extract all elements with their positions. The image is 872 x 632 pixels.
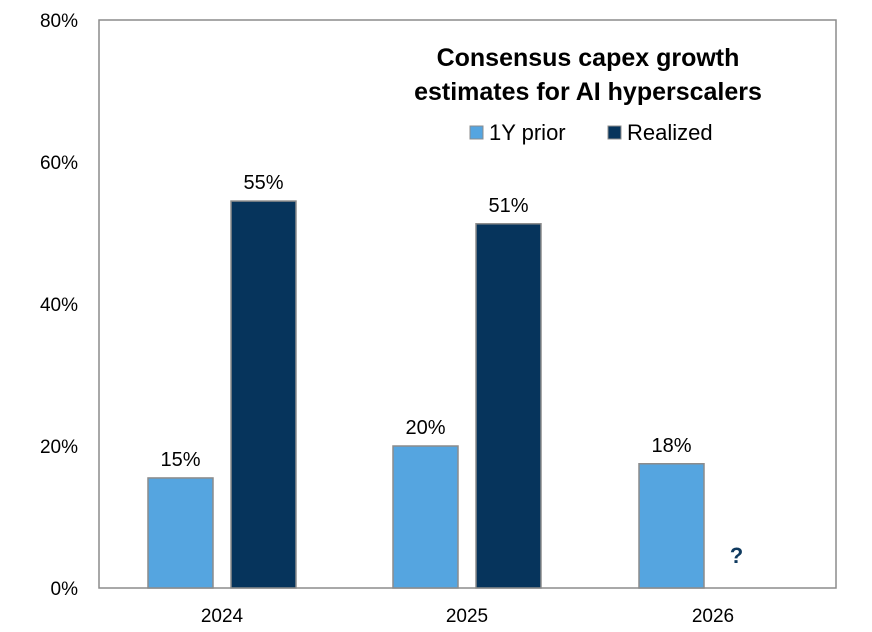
x-tick-label: 2025	[446, 606, 488, 627]
chart-title-line-1: Consensus capex growth	[437, 44, 740, 72]
y-tick-label: 0%	[51, 579, 79, 600]
legend-swatch-1y-prior	[469, 125, 484, 140]
bar-realized-2024	[230, 200, 297, 589]
data-label: 15%	[160, 449, 200, 471]
data-label: 51%	[488, 195, 528, 217]
legend-swatch-realized	[607, 125, 622, 140]
y-tick-label: 60%	[40, 153, 78, 174]
bar-realized-2025	[475, 223, 542, 589]
bar-1y-prior-2026	[638, 463, 705, 589]
x-tick-label: 2024	[201, 606, 244, 627]
bar-1y-prior-2024	[147, 477, 214, 589]
x-tick-label: 2026	[692, 606, 734, 627]
chart-title-line-2: estimates for AI hyperscalers	[414, 78, 762, 106]
unknown-value-marker: ?	[730, 543, 743, 568]
y-tick-label: 80%	[40, 11, 78, 32]
legend-label-1y-prior: 1Y prior	[489, 120, 566, 145]
legend: 1Y prior Realized	[469, 120, 713, 145]
data-label: 55%	[243, 172, 283, 194]
y-tick-label: 20%	[40, 437, 78, 458]
y-tick-label: 40%	[40, 295, 78, 316]
data-label: 20%	[405, 417, 445, 439]
bar-1y-prior-2025	[392, 445, 459, 589]
plot-area	[98, 19, 837, 589]
data-label: 18%	[651, 435, 691, 457]
legend-label-realized: Realized	[627, 120, 713, 145]
